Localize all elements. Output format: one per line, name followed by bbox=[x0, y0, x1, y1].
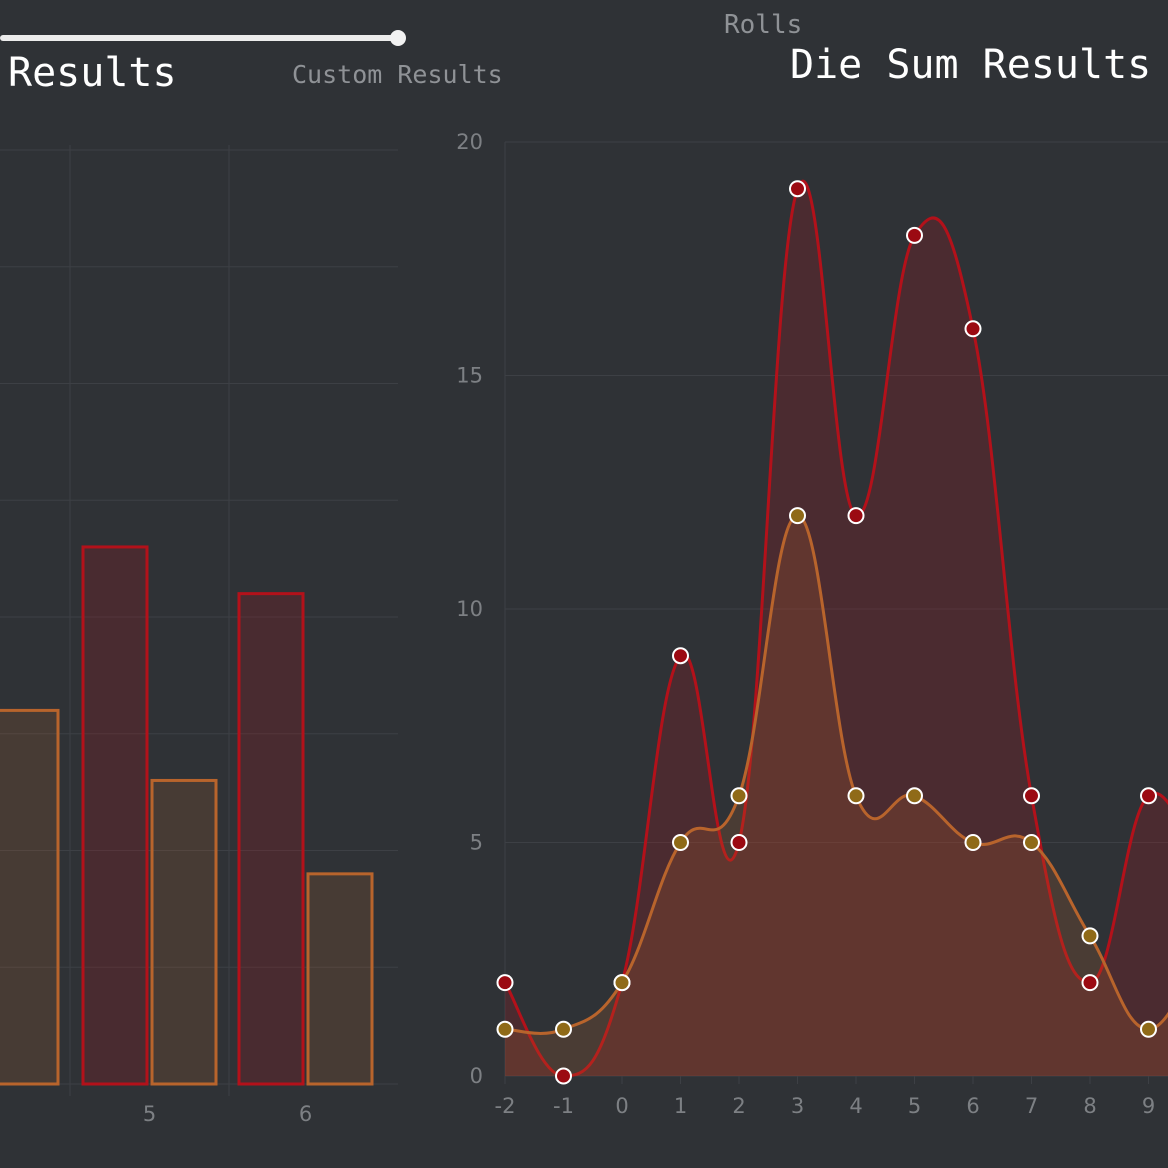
bar-partial bbox=[0, 708, 60, 1086]
series-1-point bbox=[613, 974, 631, 992]
y-tick-label: 5 bbox=[470, 831, 483, 855]
bar-series-b-5 bbox=[150, 778, 218, 1086]
y-tick-label: 0 bbox=[470, 1064, 483, 1088]
y-tick-label: 15 bbox=[456, 364, 483, 388]
series-0-point bbox=[555, 1067, 572, 1085]
custom-results-label[interactable]: Custom Results bbox=[292, 60, 503, 89]
x-tick-label: -1 bbox=[553, 1094, 574, 1118]
x-tick-label: -2 bbox=[495, 1094, 516, 1118]
series-1-point bbox=[789, 507, 806, 525]
series-0-point bbox=[672, 647, 689, 665]
series-1-point bbox=[555, 1020, 572, 1038]
series-0-area bbox=[505, 181, 1168, 1076]
x-tick-label: 5 bbox=[908, 1094, 921, 1118]
series-0-point bbox=[847, 507, 865, 525]
series-0-point bbox=[789, 180, 806, 198]
results-title: Results bbox=[8, 50, 177, 96]
series-0-line bbox=[503, 179, 1168, 1078]
series-0-point bbox=[730, 834, 748, 851]
series-1-point bbox=[730, 787, 748, 805]
series-1-point bbox=[964, 834, 982, 851]
series-0-point bbox=[1023, 787, 1040, 805]
bar-series-a-6 bbox=[237, 592, 305, 1086]
series-1-point bbox=[496, 1020, 514, 1038]
series-1-area bbox=[505, 515, 1168, 1076]
series-1-point bbox=[847, 787, 865, 805]
x-tick-label: 6 bbox=[966, 1094, 979, 1118]
x-tick-label: 7 bbox=[1025, 1094, 1038, 1118]
series-1-point bbox=[906, 787, 923, 805]
series-0-point bbox=[906, 226, 923, 244]
series-0-point bbox=[496, 974, 514, 992]
bar-series-b-6 bbox=[306, 872, 374, 1086]
bar-x-tick-label: 5 bbox=[143, 1102, 156, 1126]
rolls-label: Rolls bbox=[724, 10, 803, 40]
series-0-point bbox=[964, 320, 982, 338]
x-tick-label: 3 bbox=[791, 1094, 804, 1118]
series-1-point bbox=[1023, 834, 1040, 851]
series-1-point bbox=[672, 834, 689, 851]
die-sum-line-chart: 0 5 10 15 20 -2 -1 0 1 2 3 4 5 6 7 8 9 bbox=[456, 130, 1168, 1118]
series-1-point bbox=[1140, 1020, 1157, 1038]
y-tick-label: 20 bbox=[456, 130, 483, 154]
y-tick-label: 10 bbox=[456, 597, 483, 621]
rolls-slider-track[interactable] bbox=[0, 35, 398, 41]
x-tick-label: 4 bbox=[849, 1094, 862, 1118]
x-tick-label: 8 bbox=[1083, 1094, 1096, 1118]
x-tick-label: 1 bbox=[674, 1094, 687, 1118]
series-1-point bbox=[1081, 927, 1099, 945]
bar-series-a-5 bbox=[81, 545, 149, 1086]
series-0-point bbox=[1140, 787, 1157, 805]
die-sum-results-title: Die Sum Results bbox=[790, 42, 1152, 88]
x-tick-label: 0 bbox=[615, 1094, 628, 1118]
x-tick-label: 2 bbox=[732, 1094, 745, 1118]
rolls-slider-thumb[interactable] bbox=[390, 30, 406, 46]
bar-x-tick-label: 6 bbox=[299, 1102, 312, 1126]
x-tick-label: 9 bbox=[1142, 1094, 1155, 1118]
series-0-point bbox=[1081, 974, 1099, 992]
